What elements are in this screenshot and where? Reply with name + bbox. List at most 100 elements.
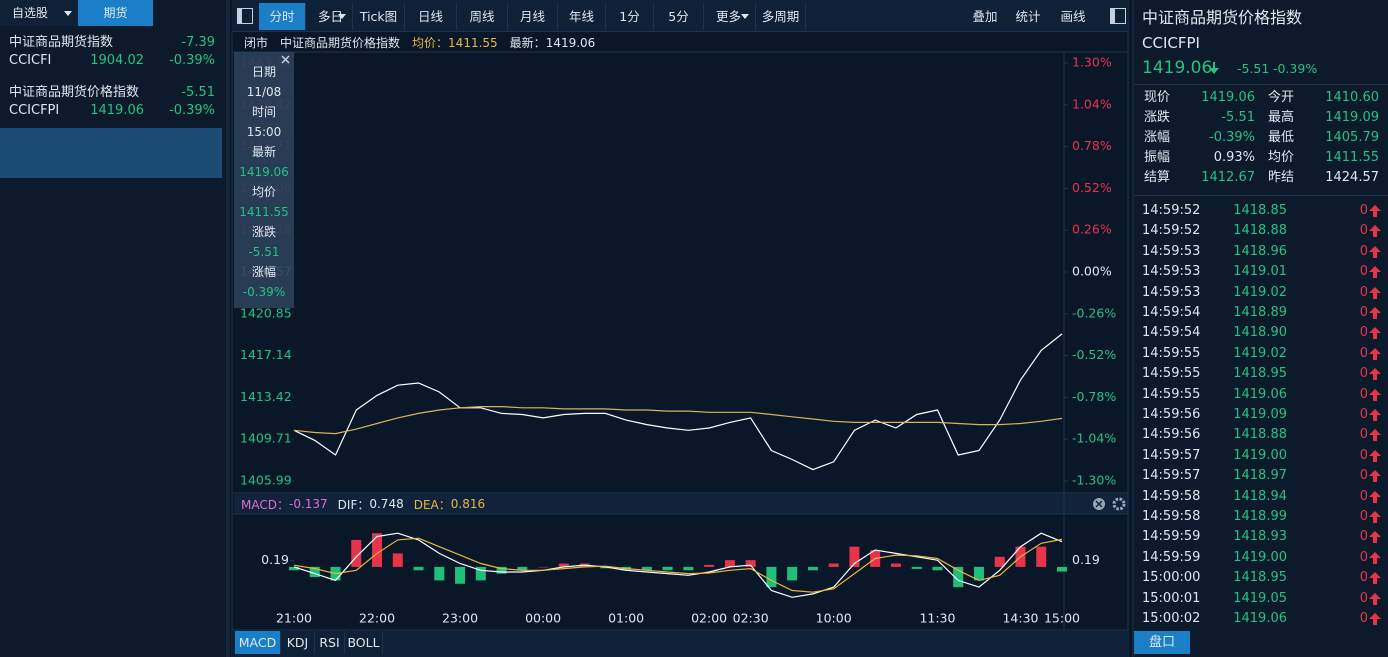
indicator-number: 0.816 bbox=[450, 497, 486, 511]
quote-price: 1419.06 bbox=[1142, 58, 1213, 78]
price-line bbox=[293, 333, 1063, 471]
tool-button[interactable]: 画线 bbox=[1060, 9, 1086, 24]
toolbar-button[interactable]: 年线 bbox=[558, 3, 606, 30]
trade-volume: 0 bbox=[1359, 223, 1368, 239]
macd-bar bbox=[496, 566, 507, 574]
trade-volume: 0 bbox=[1359, 325, 1368, 341]
status: 闭市 bbox=[244, 36, 269, 50]
trade-volume: 0 bbox=[1359, 264, 1368, 280]
up-arrow bbox=[1373, 231, 1377, 238]
trade-time: 14:59:57 bbox=[1142, 447, 1201, 463]
field-value: 1410.60 bbox=[1325, 90, 1379, 105]
macd-bar bbox=[351, 539, 362, 567]
toolbar-button[interactable]: 更多 bbox=[704, 3, 756, 30]
y2-tick-label: -0.26% bbox=[1072, 305, 1116, 320]
trade-volume: 0 bbox=[1359, 549, 1368, 565]
field-value: 0.93% bbox=[1213, 150, 1255, 165]
field-value: 1411.55 bbox=[1325, 150, 1379, 165]
trade-price: 1419.09 bbox=[1233, 407, 1287, 422]
separator bbox=[1134, 84, 1388, 85]
up-arrow bbox=[1373, 619, 1377, 625]
tooltip-label: 均价 bbox=[251, 185, 276, 199]
trade-volume: 0 bbox=[1359, 509, 1368, 524]
up-arrow bbox=[1369, 592, 1381, 599]
up-arrow bbox=[1369, 470, 1381, 477]
header-label: 最新： bbox=[509, 36, 546, 50]
up-arrow bbox=[1369, 551, 1381, 558]
up-arrow bbox=[1373, 496, 1377, 503]
panel-tab[interactable]: 盘口 bbox=[1134, 631, 1190, 654]
field-label: 最高 bbox=[1268, 110, 1295, 125]
trade-volume: 0 bbox=[1359, 529, 1368, 545]
up-arrow bbox=[1369, 286, 1381, 293]
up-arrow bbox=[1369, 266, 1381, 273]
x-tick-label: 21:00 bbox=[276, 611, 312, 626]
up-arrow bbox=[1369, 245, 1381, 252]
header-value: 1419.06 bbox=[545, 35, 596, 50]
macd-bar bbox=[828, 563, 839, 567]
trade-price: 1418.85 bbox=[1233, 203, 1287, 218]
indicator-tab[interactable]: BOLL bbox=[345, 631, 383, 654]
trade-price: 1418.95 bbox=[1233, 570, 1287, 586]
x-tick-label: 02:00 bbox=[691, 611, 727, 626]
row-price: 1419.06 bbox=[90, 103, 144, 118]
y2-tick-label: 0.00% bbox=[1072, 264, 1112, 279]
indicator-number: -0.137 bbox=[288, 497, 328, 511]
toolbar-button[interactable]: 月线 bbox=[508, 3, 558, 30]
row-name[interactable]: 中证商品期货指数 bbox=[9, 35, 114, 50]
x-tick-label: 14:30 bbox=[1002, 611, 1038, 626]
indicator-number: 0.748 bbox=[369, 497, 404, 511]
tooltip-label: 涨跌 bbox=[251, 225, 276, 239]
field-label: 振幅 bbox=[1144, 150, 1171, 165]
header-label: 均价： bbox=[412, 36, 449, 50]
macd-bar bbox=[994, 556, 1005, 567]
toolbar-button[interactable]: 1分 bbox=[606, 3, 654, 30]
trade-price: 1419.01 bbox=[1233, 264, 1287, 280]
trade-volume: 0 bbox=[1359, 345, 1368, 361]
up-arrow bbox=[1369, 347, 1381, 354]
macd-bar bbox=[683, 566, 694, 571]
indicator-tab[interactable]: MACD bbox=[235, 631, 281, 654]
tab-active[interactable]: 期货 bbox=[78, 0, 153, 26]
trade-volume: 0 bbox=[1359, 427, 1368, 443]
field-label: 昨结 bbox=[1268, 170, 1295, 185]
row-pct: -0.39% bbox=[169, 53, 215, 68]
panel-toggle-icon bbox=[237, 8, 253, 24]
tool-button[interactable]: 叠加 bbox=[972, 9, 998, 24]
toolbar-button[interactable]: Tick图 bbox=[353, 3, 405, 30]
dropdown-icon bbox=[741, 14, 749, 19]
indicator-tab[interactable]: RSI bbox=[315, 631, 345, 654]
field-value: 1424.57 bbox=[1325, 170, 1379, 185]
trade-price: 1418.88 bbox=[1233, 223, 1287, 239]
toolbar-button[interactable]: 周线 bbox=[457, 3, 508, 30]
toolbar-button[interactable]: 日线 bbox=[405, 3, 457, 30]
macd-bar bbox=[392, 553, 403, 567]
tool-button[interactable]: 统计 bbox=[1015, 9, 1041, 24]
field-label: 涨幅 bbox=[1144, 130, 1171, 145]
header-item: 最新： 1419.06 bbox=[510, 34, 596, 51]
trade-time: 15:00:01 bbox=[1142, 590, 1201, 606]
trade-time: 14:59:55 bbox=[1142, 386, 1201, 402]
toolbar-button[interactable]: 分时 bbox=[259, 3, 306, 30]
toolbar-button[interactable]: 多周期 bbox=[756, 3, 806, 30]
indicator-tab[interactable]: KDJ bbox=[281, 631, 315, 654]
tooltip-value: 1411.55 bbox=[239, 205, 289, 219]
toolbar-button[interactable]: 多日 bbox=[306, 3, 353, 30]
toolbar-button[interactable]: 5分 bbox=[654, 3, 704, 30]
up-arrow bbox=[1373, 476, 1377, 483]
header-item: 均价： 1411.55 bbox=[412, 34, 498, 51]
y2-tick-label: -0.78% bbox=[1072, 389, 1116, 404]
row-name[interactable]: 中证商品期货价格指数 bbox=[9, 85, 140, 100]
tooltip-value: -0.39% bbox=[242, 285, 286, 299]
up-arrow bbox=[1373, 517, 1377, 523]
macd-bar bbox=[1057, 566, 1067, 572]
macd-bar bbox=[475, 566, 486, 581]
macd-bar bbox=[455, 566, 466, 584]
macd-bar bbox=[724, 560, 735, 567]
macd-bar bbox=[849, 546, 860, 567]
field-label: 均价 bbox=[1268, 150, 1295, 165]
price-line bbox=[293, 406, 1063, 435]
y2-tick-label: -1.04% bbox=[1072, 431, 1116, 446]
trade-volume: 0 bbox=[1359, 468, 1368, 484]
